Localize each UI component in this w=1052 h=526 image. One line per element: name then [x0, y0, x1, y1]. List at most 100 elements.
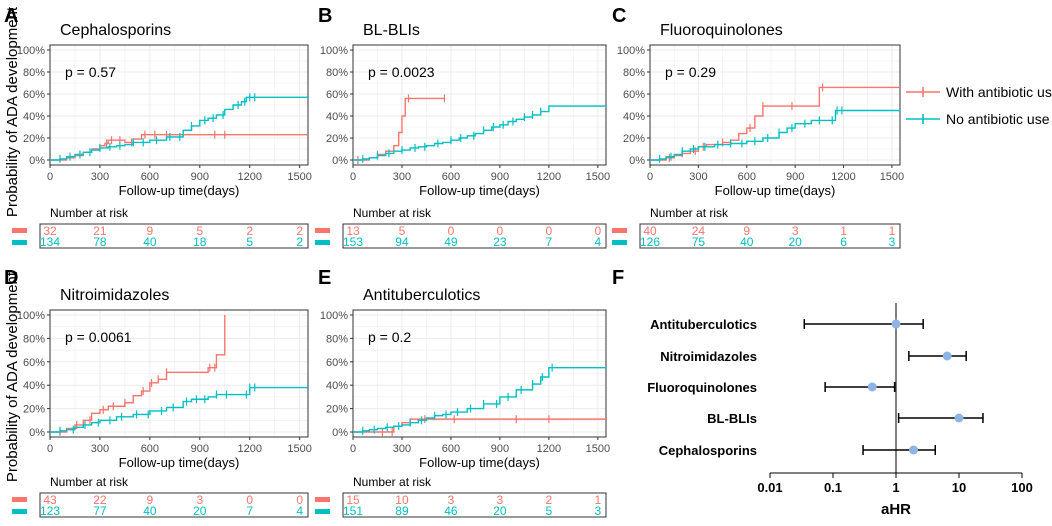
risk-count-with: 0	[546, 224, 553, 238]
risk-count-no: 123	[40, 504, 60, 518]
x-tick-label: 300	[393, 171, 411, 183]
p-value: p = 0.29	[665, 64, 716, 80]
risk-strata-with-swatch	[612, 228, 627, 233]
risk-count-no: 89	[395, 504, 409, 518]
x-tick-label: 1500	[287, 443, 311, 455]
x-tick-label: 1200	[237, 443, 261, 455]
plot-border	[352, 309, 607, 438]
panel-letter: B	[318, 5, 332, 27]
y-tick-label: 40%	[326, 380, 348, 392]
risk-table-border	[639, 223, 901, 249]
panel-title: Cephalosporins	[60, 22, 171, 39]
y-tick-label: 0%	[629, 155, 645, 167]
risk-table-title: Number at risk	[50, 475, 129, 489]
p-value: p = 0.2	[368, 329, 411, 345]
y-tick-label: 80%	[326, 67, 348, 79]
y-tick-label: 100%	[17, 45, 45, 57]
x-axis-label: Follow-up time(days)	[419, 455, 540, 470]
risk-count-no: 23	[493, 235, 507, 249]
risk-count-with: 0	[497, 224, 504, 238]
y-tick-label: 40%	[623, 111, 645, 123]
risk-table-title: Number at risk	[50, 206, 129, 220]
risk-count-with: 24	[692, 224, 706, 238]
risk-count-no: 49	[444, 235, 458, 249]
risk-table-title: Number at risk	[353, 475, 432, 489]
hr-point	[954, 413, 964, 423]
x-tick-label: 900	[491, 443, 509, 455]
x-tick-label: 10	[952, 480, 966, 495]
risk-table-border	[342, 223, 607, 249]
risk-count-with: 3	[792, 224, 799, 238]
risk-strata-with-swatch	[12, 497, 27, 502]
risk-count-no: 75	[692, 235, 706, 249]
x-axis-label: Follow-up time(days)	[419, 183, 540, 198]
plot-border	[649, 44, 901, 166]
x-tick-label: 600	[442, 443, 460, 455]
x-axis-label: Follow-up time(days)	[715, 183, 836, 198]
y-axis-label-bottom: Probability of ADA development	[4, 271, 21, 482]
risk-table-border	[39, 223, 309, 249]
risk-count-with: 2	[546, 493, 553, 507]
panel-title: Fluoroquinolones	[660, 22, 783, 39]
risk-count-with: 3	[448, 493, 455, 507]
y-tick-label: 80%	[623, 67, 645, 79]
risk-count-with: 40	[643, 224, 657, 238]
risk-count-with: 0	[448, 224, 455, 238]
y-tick-label: 20%	[23, 404, 45, 416]
risk-count-with: 32	[43, 224, 57, 238]
risk-count-with: 5	[399, 224, 406, 238]
risk-count-no: 40	[740, 235, 754, 249]
risk-strata-no-swatch	[315, 240, 330, 245]
x-tick-label: 1200	[831, 171, 855, 183]
risk-count-no: 20	[788, 235, 802, 249]
x-tick-label: 1500	[287, 171, 311, 183]
y-tick-label: 40%	[23, 111, 45, 123]
p-value: p = 0.0061	[65, 329, 132, 345]
y-tick-label: 60%	[23, 357, 45, 369]
row-label: Cephalosporins	[659, 443, 757, 458]
risk-strata-with-swatch	[315, 497, 330, 502]
y-tick-label: 40%	[23, 380, 45, 392]
x-tick-label: 300	[689, 171, 707, 183]
risk-count-with: 22	[93, 493, 107, 507]
y-tick-label: 20%	[23, 133, 45, 145]
km-curve-no-antibiotic	[50, 96, 308, 161]
risk-count-no: 151	[343, 504, 363, 518]
risk-count-no: 40	[143, 235, 157, 249]
x-axis-label: Follow-up time(days)	[119, 183, 240, 198]
y-tick-label: 100%	[320, 45, 348, 57]
hr-point	[867, 382, 877, 392]
x-tick-label: 900	[786, 171, 804, 183]
risk-count-with: 1	[594, 493, 601, 507]
risk-count-no: 77	[93, 504, 107, 518]
y-tick-label: 0%	[332, 155, 348, 167]
plot-border	[49, 309, 309, 438]
panel-letter: D	[4, 267, 18, 289]
risk-strata-no-swatch	[12, 240, 27, 245]
risk-count-with: 9	[147, 224, 154, 238]
x-tick-label: 1200	[537, 171, 561, 183]
panel-letter: C	[612, 5, 626, 27]
risk-count-no: 134	[40, 235, 60, 249]
risk-count-no: 18	[193, 235, 207, 249]
risk-count-no: 40	[143, 504, 157, 518]
y-tick-label: 80%	[326, 333, 348, 345]
risk-strata-with-swatch	[12, 228, 27, 233]
risk-count-with: 9	[147, 493, 154, 507]
x-tick-label: 900	[491, 171, 509, 183]
hr-point	[891, 319, 901, 329]
y-tick-label: 80%	[23, 67, 45, 79]
x-tick-label: 0	[47, 443, 53, 455]
y-tick-label: 60%	[326, 357, 348, 369]
panel-letter: A	[4, 5, 18, 27]
risk-strata-with-swatch	[315, 228, 330, 233]
y-tick-label: 0%	[332, 427, 348, 439]
x-tick-label: 600	[442, 171, 460, 183]
risk-count-with: 10	[395, 493, 409, 507]
x-tick-label: 0	[350, 443, 356, 455]
x-tick-label: 600	[141, 171, 159, 183]
risk-count-no: 20	[493, 504, 507, 518]
